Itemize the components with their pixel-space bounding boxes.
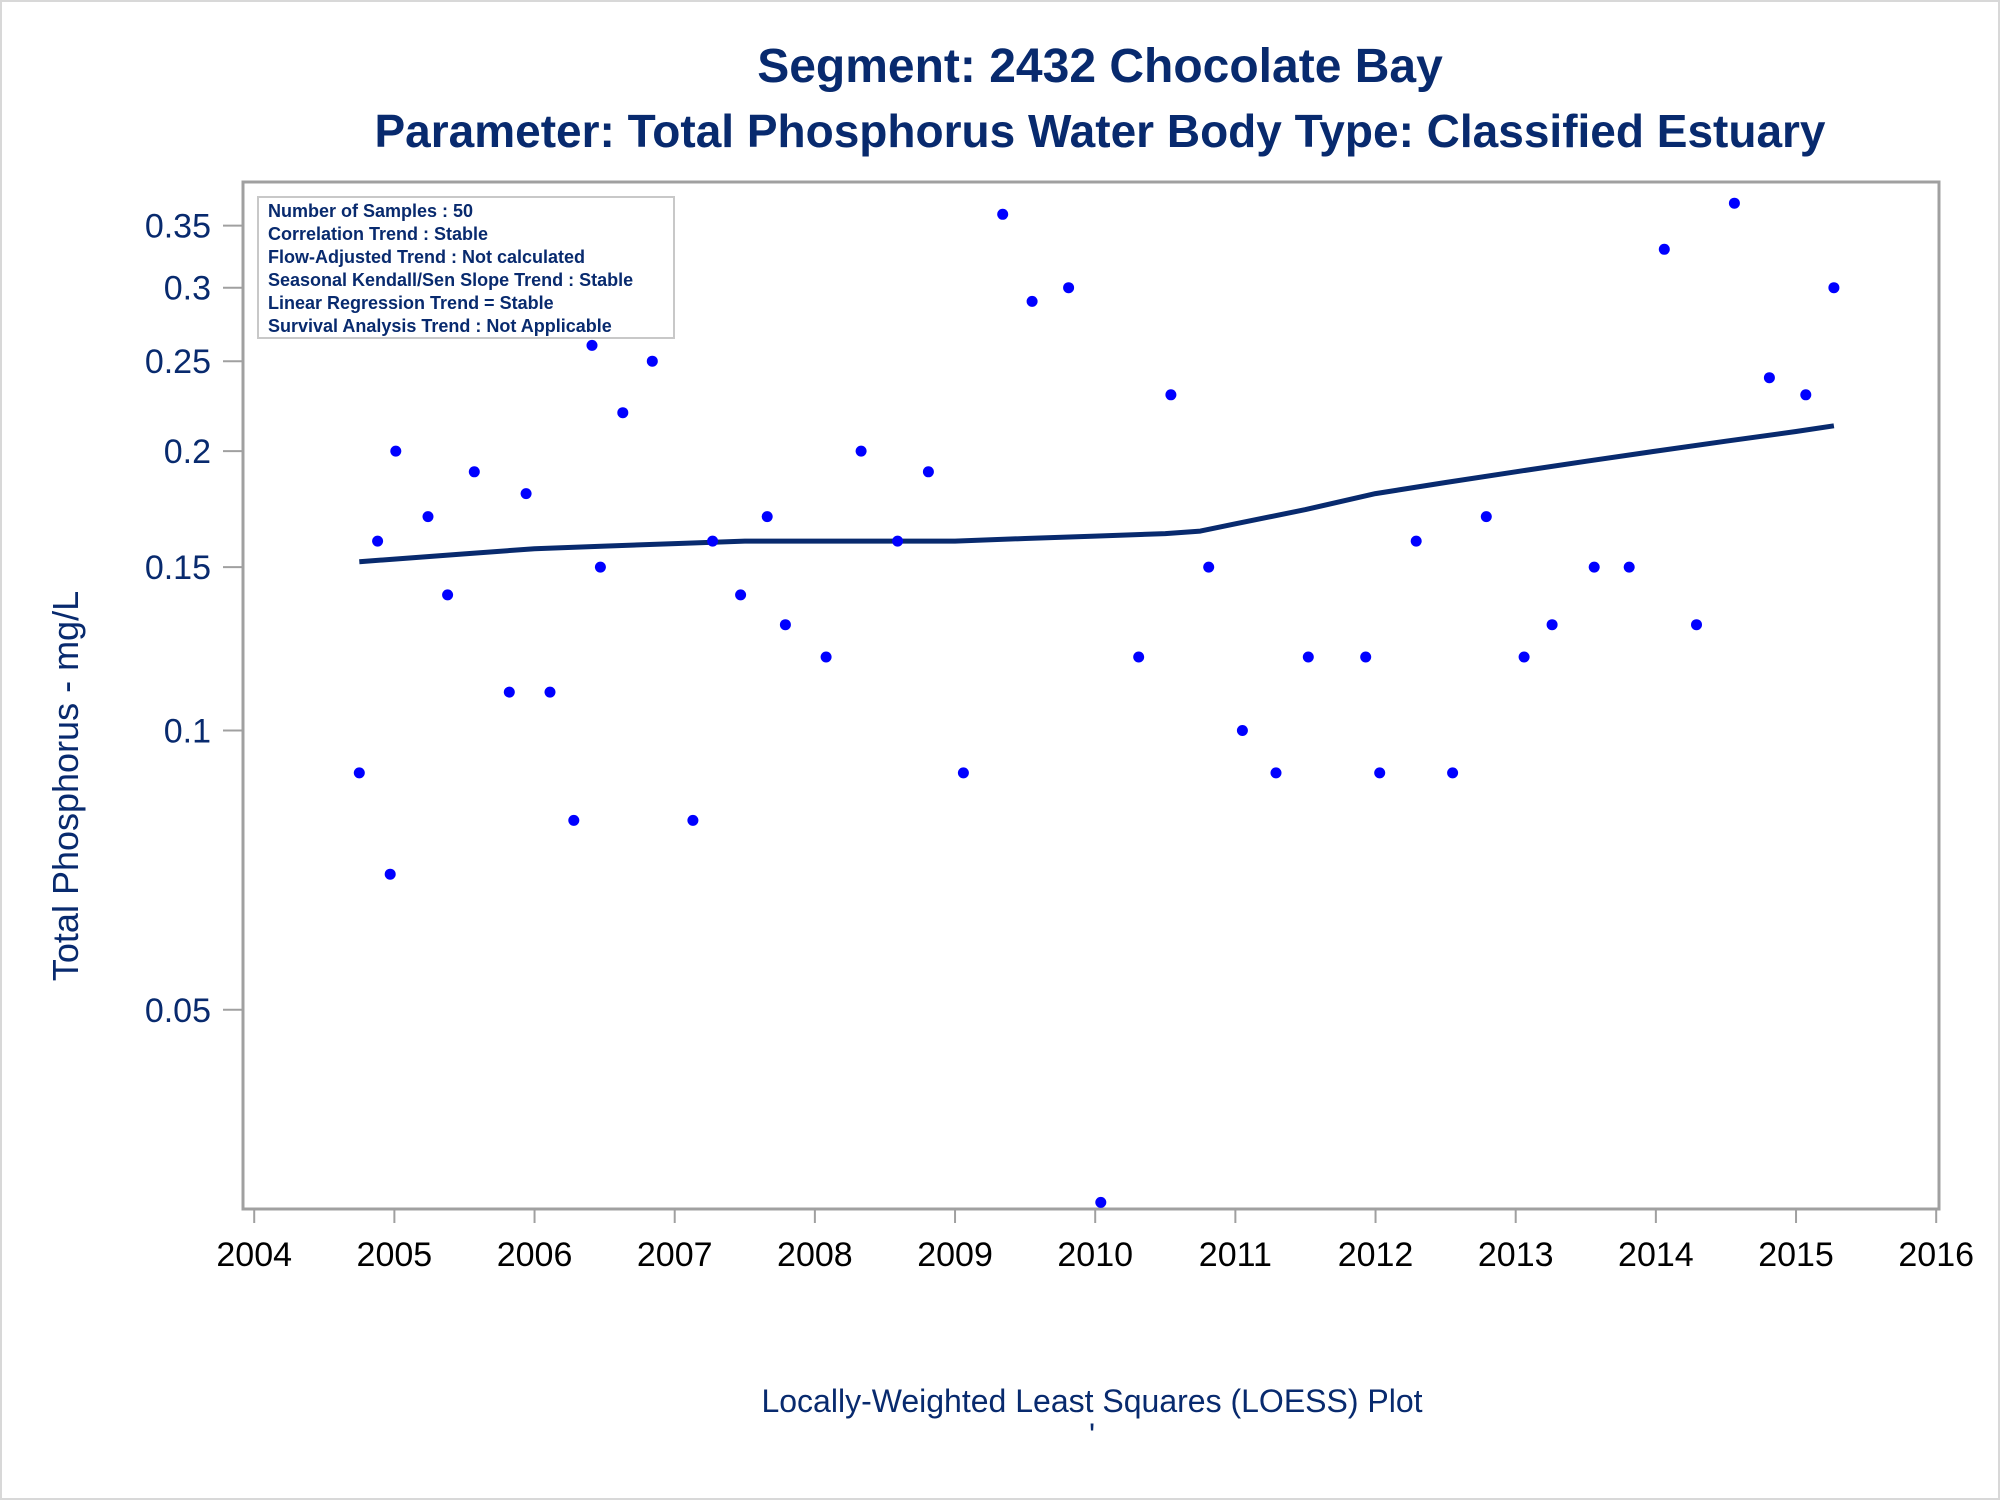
x-tick-label: 2015	[1758, 1236, 1834, 1274]
data-point	[468, 466, 480, 478]
x-tick-label: 2011	[1199, 1236, 1272, 1274]
data-point	[1623, 561, 1635, 573]
data-point	[1270, 767, 1282, 779]
inset-line-correlation: Correlation Trend : Stable	[268, 224, 488, 244]
data-point	[1095, 1196, 1107, 1208]
y-tick-label: 0.2	[164, 433, 211, 471]
chart-subtitle: Parameter: Total Phosphorus Water Body T…	[374, 105, 1825, 157]
data-point	[1236, 725, 1248, 736]
y-axis: 0.05 0.1 0.15 0.2 0.25 0.3 0.35	[145, 208, 243, 1030]
x-tick-label: 2013	[1478, 1236, 1554, 1274]
data-point	[1374, 767, 1386, 779]
inset-line-survival-analysis: Survival Analysis Trend : Not Applicable	[268, 316, 612, 336]
data-point	[390, 445, 402, 457]
data-point	[1546, 619, 1558, 631]
data-point	[1588, 561, 1600, 573]
data-point	[353, 767, 365, 779]
data-point	[594, 561, 606, 573]
data-point	[707, 535, 719, 547]
data-point	[1763, 372, 1775, 384]
data-point	[1026, 295, 1038, 307]
data-point	[1133, 651, 1145, 663]
data-point	[442, 589, 454, 601]
data-point	[1165, 389, 1177, 401]
data-point	[1480, 511, 1492, 523]
x-tick-label: 2012	[1338, 1236, 1414, 1274]
data-point	[687, 814, 699, 826]
data-point	[586, 339, 598, 351]
data-point	[503, 686, 515, 698]
y-tick-label: 0.3	[164, 270, 211, 308]
x-tick-label: 2010	[1057, 1236, 1133, 1274]
data-point	[1658, 243, 1670, 255]
data-point	[1302, 651, 1314, 663]
inset-line-seasonal-kendall: Seasonal Kendall/Sen Slope Trend : Stabl…	[268, 270, 633, 290]
y-tick-label: 0.25	[145, 343, 211, 381]
y-tick-label: 0.1	[164, 712, 211, 750]
x-tick-label: 2005	[357, 1236, 433, 1274]
data-point	[544, 686, 556, 698]
x-tick-label: 2009	[917, 1236, 993, 1274]
data-point	[1518, 651, 1530, 663]
data-point	[1728, 197, 1740, 209]
inset-line-samples: Number of Samples : 50	[268, 201, 473, 221]
data-point	[568, 814, 580, 826]
footnote-mark: '	[1089, 1417, 1095, 1453]
data-point	[779, 619, 791, 631]
y-axis-title: Total Phosphorus - mg/L	[45, 591, 86, 981]
data-point	[1828, 282, 1840, 294]
inset-line-flow-adjusted: Flow-Adjusted Trend : Not calculated	[268, 247, 585, 267]
loess-curve-group	[359, 423, 1835, 565]
x-tick-label: 2007	[637, 1236, 713, 1274]
data-point	[1360, 651, 1372, 663]
data-points	[353, 197, 1840, 1208]
data-point	[520, 488, 532, 500]
data-point	[422, 511, 434, 523]
data-point	[617, 407, 629, 419]
inset-line-linear-regression: Linear Regression Trend = Stable	[268, 293, 554, 313]
data-point	[1410, 535, 1422, 547]
data-point	[646, 355, 658, 367]
data-point	[1063, 282, 1075, 294]
y-tick-label: 0.35	[145, 208, 211, 246]
x-tick-label: 2004	[216, 1236, 292, 1274]
data-point	[372, 535, 384, 547]
data-point	[997, 208, 1009, 220]
x-tick-label: 2016	[1898, 1236, 1974, 1274]
plot-area	[241, 180, 1941, 1211]
data-point	[957, 767, 969, 779]
y-tick-label: 0.05	[145, 992, 211, 1030]
y-tick-label: 0.15	[145, 549, 211, 587]
chart-title: Segment: 2432 Chocolate Bay	[757, 40, 1443, 93]
data-point	[1447, 767, 1459, 779]
x-axis: 2004 2005 2006 2007 2008 2009 2010 2011 2012 2013…	[216, 1209, 1974, 1274]
x-tick-label: 2008	[777, 1236, 853, 1274]
loess-curve	[359, 423, 1835, 565]
data-point	[1691, 619, 1702, 631]
data-point	[735, 589, 747, 601]
footnote: Locally-Weighted Least Squares (LOESS) P…	[761, 1383, 1422, 1419]
data-point	[384, 868, 396, 880]
data-point	[922, 466, 934, 478]
data-point	[855, 445, 867, 457]
stats-inset: Number of Samples : 50 Correlation Trend…	[257, 196, 675, 339]
data-point	[1800, 389, 1812, 401]
data-point	[761, 511, 773, 523]
data-point	[1203, 561, 1215, 573]
data-point	[820, 651, 832, 663]
stats-inset-box	[257, 196, 675, 339]
data-point	[892, 535, 904, 547]
x-tick-label: 2014	[1618, 1236, 1694, 1274]
x-tick-label: 2006	[497, 1236, 573, 1274]
